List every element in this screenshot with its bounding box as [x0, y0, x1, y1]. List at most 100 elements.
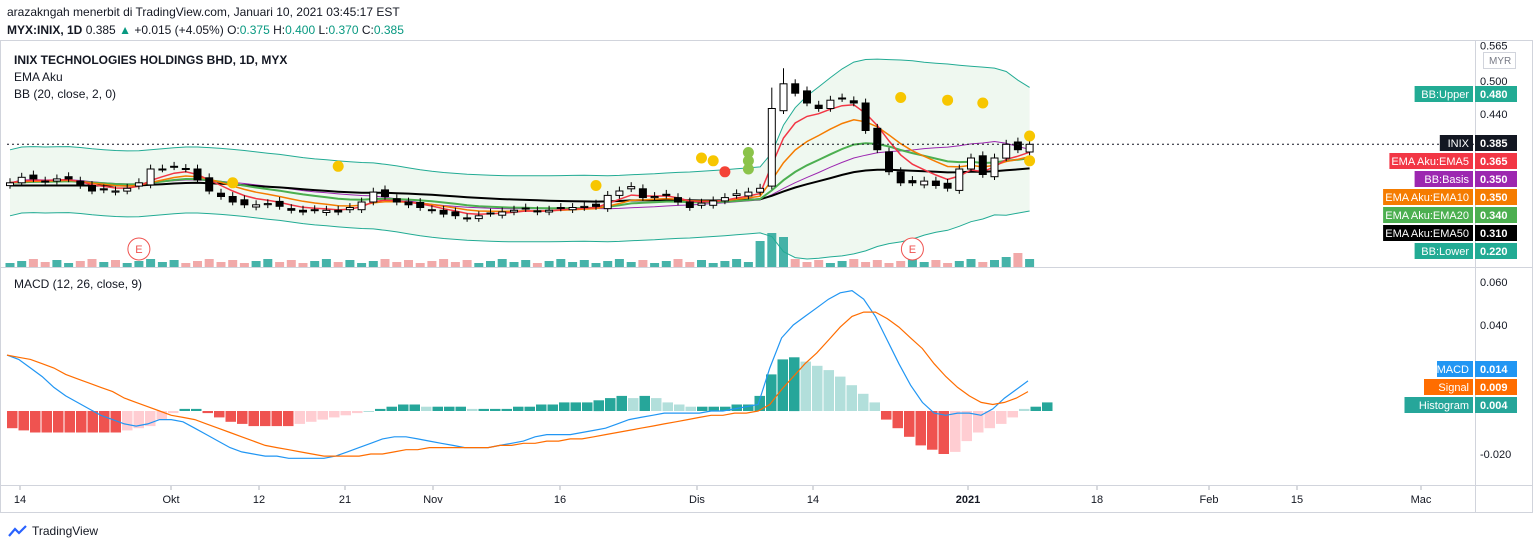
macd-tag-histogram: Histogram 0.004 — [1404, 397, 1517, 413]
price-tag-label-bg — [1414, 243, 1473, 259]
candle-up — [720, 197, 729, 202]
time-tick-label: 12 — [253, 494, 265, 506]
macd-histogram-bar — [915, 411, 926, 446]
macd-histogram-bar — [283, 411, 294, 427]
volume-bar — [790, 259, 800, 267]
macd-histogram-bar — [122, 411, 133, 431]
price-tag-value-bg — [1475, 189, 1517, 205]
volume-bar — [720, 261, 730, 267]
price-tag-ema-aku-ema20: EMA Aku:EMA20 0.340 — [1383, 207, 1517, 223]
macd-histogram-bar — [835, 376, 846, 411]
price-tag-bb-basis: BB:Basis 0.350 — [1414, 171, 1517, 187]
currency-label: MYR — [1489, 56, 1511, 67]
candle-up — [732, 193, 741, 197]
candle-down — [861, 102, 870, 131]
volume-bar — [462, 260, 472, 267]
candle-up — [263, 203, 272, 206]
macd-histogram-bar — [30, 411, 41, 433]
macd-histogram-bar — [214, 411, 225, 418]
up-arrow-icon: ▲ — [119, 23, 131, 37]
volume-bar — [931, 260, 941, 267]
volume-bar — [486, 261, 495, 267]
time-tick-label: Feb — [1200, 494, 1219, 506]
macd-histogram-bar — [720, 406, 731, 411]
macd-histogram-bar — [133, 411, 144, 429]
volume-bar — [275, 262, 285, 267]
macd-histogram-bar — [294, 411, 305, 424]
macd-tag-value: 0.009 — [1480, 382, 1508, 394]
candle-up — [779, 83, 788, 112]
candle-down — [814, 104, 823, 109]
price-tag-label: INIX — [1448, 138, 1470, 150]
candle-up — [510, 209, 518, 213]
candle-down — [404, 201, 413, 206]
candle-up — [650, 196, 659, 199]
macd-histogram-bar — [501, 408, 512, 411]
price-tag-label: EMA Aku:EMA20 — [1385, 210, 1469, 222]
candle-down — [193, 168, 202, 181]
candle-up — [52, 178, 61, 182]
price-tag-ema-aku-ema50: EMA Aku:EMA50 0.310 — [1383, 225, 1517, 241]
macd-tag-label-bg — [1424, 379, 1473, 395]
macd-histogram-bar — [950, 411, 961, 452]
candle-up — [556, 207, 565, 209]
candle-up — [709, 200, 718, 206]
last-price: 0.385 — [85, 23, 116, 37]
volume-bar — [415, 263, 425, 267]
yellow-signal-marker — [895, 92, 907, 103]
green-signal-marker — [742, 147, 754, 158]
macd-histogram-bar — [927, 411, 938, 450]
macd-histogram-bar — [202, 411, 213, 414]
bb-legend[interactable]: BB (20, close, 2, 0) — [14, 87, 117, 101]
candle-up — [955, 168, 964, 191]
volume-bar — [380, 259, 390, 267]
price-tag-value-bg — [1475, 153, 1517, 169]
macd-histogram-bar — [53, 411, 64, 433]
tradingview-footer[interactable]: TradingView — [8, 524, 98, 538]
candle-up — [486, 212, 495, 215]
macd-histogram-bar — [1019, 408, 1030, 411]
price-tag-label-bg — [1414, 86, 1473, 102]
time-tick-label: 14 — [807, 494, 819, 506]
close-label: C: — [361, 23, 374, 37]
macd-tag-label: Histogram — [1419, 400, 1469, 412]
macd-histogram-bar — [271, 411, 282, 427]
candle-down — [99, 188, 108, 191]
candle-down — [228, 196, 237, 203]
price-tag-label-bg — [1414, 171, 1473, 187]
time-tick-label: 16 — [554, 494, 566, 506]
macd-tag-value: 0.004 — [1480, 400, 1508, 412]
macd-histogram-bar — [455, 406, 466, 411]
volume-bar — [532, 263, 542, 267]
price-tag-value: 0.365 — [1480, 156, 1508, 168]
time-tick-label: Dis — [689, 494, 705, 506]
volume-bar — [181, 263, 191, 267]
ema-legend[interactable]: EMA Aku — [14, 70, 63, 84]
volume-bar — [368, 261, 378, 267]
time-tick-label: Nov — [423, 494, 443, 506]
volume-bar — [591, 263, 601, 267]
macd-line — [6, 289, 1029, 459]
yellow-signal-marker — [590, 180, 602, 191]
volume-bar — [392, 262, 402, 267]
volume-bar — [509, 262, 519, 267]
volume-bar — [1001, 257, 1011, 267]
macd-histogram-bar — [674, 404, 685, 411]
macd-legend[interactable]: MACD (12, 26, close, 9) — [14, 277, 143, 291]
candle-down — [685, 201, 694, 208]
candle-down — [521, 207, 530, 210]
price-tick-label: 0.565 — [1480, 40, 1508, 52]
volume-bar — [122, 263, 132, 267]
candle-up — [369, 191, 378, 203]
earnings-circle — [127, 237, 151, 261]
volume-bar — [497, 259, 507, 267]
volume-bar — [169, 260, 179, 267]
price-tag-value: 0.350 — [1480, 192, 1508, 204]
macd-histogram-bar — [156, 411, 167, 420]
price-tag-value-bg — [1475, 86, 1517, 102]
time-tick-label: 14 — [14, 494, 26, 506]
candle-down — [64, 176, 73, 180]
price-tag-label-bg — [1383, 225, 1473, 241]
volume-bar — [544, 261, 554, 267]
